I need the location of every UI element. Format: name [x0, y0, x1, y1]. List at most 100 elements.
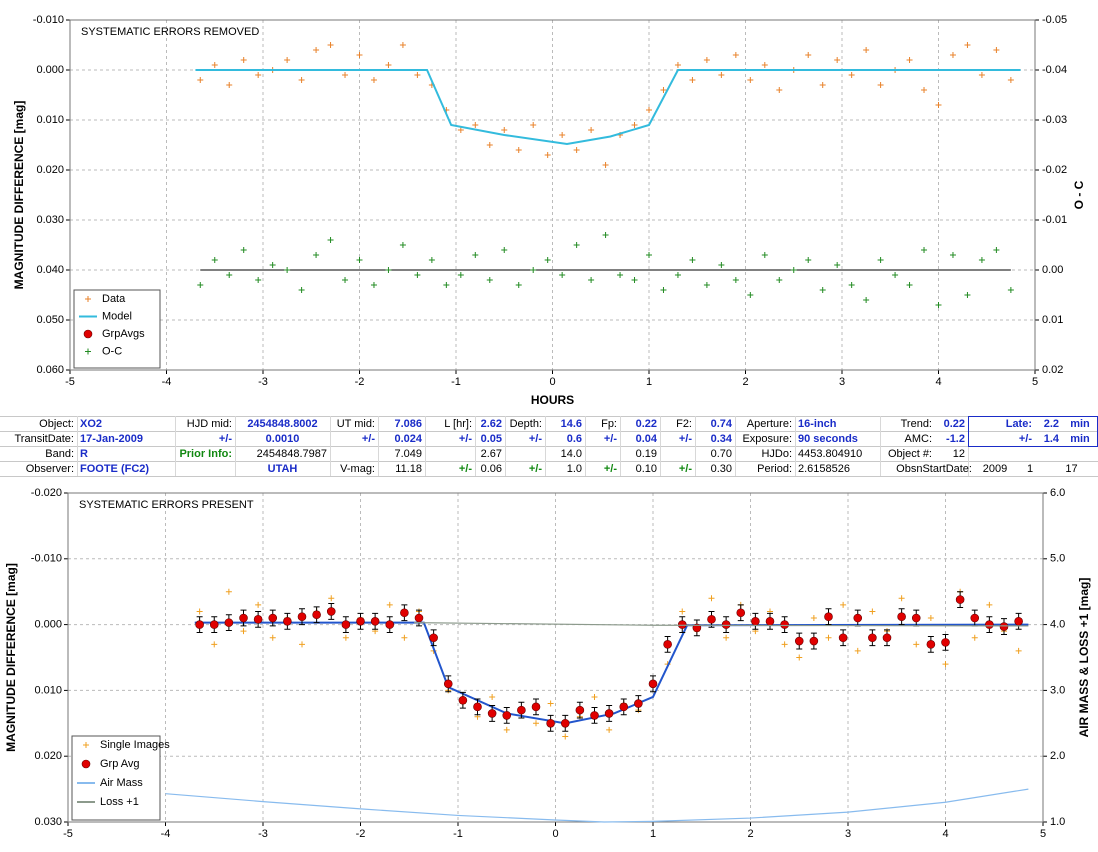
data-point: [269, 262, 276, 268]
y-tick-label: 0.020: [34, 750, 62, 762]
data-point: [834, 57, 841, 63]
x-tick-label: -4: [162, 376, 172, 388]
data-point: [776, 87, 783, 93]
data-point: [327, 237, 334, 243]
table-cell: 0.34: [710, 433, 732, 445]
data-point: [834, 262, 841, 268]
data-point: [211, 641, 218, 648]
table-cell: R: [80, 448, 88, 460]
table-cell: Late:: [1005, 418, 1032, 430]
x-tick-label: -2: [356, 828, 366, 840]
data-point: [674, 272, 681, 278]
x-tick-label: -1: [453, 828, 463, 840]
data-point: [949, 252, 956, 258]
data-point: [547, 700, 554, 707]
table-cell: 14.6: [560, 418, 582, 430]
data-point: [718, 72, 725, 78]
data-point: [255, 277, 262, 283]
table-cell: -1.2: [946, 433, 965, 445]
y2-axis-label: AIR MASS & LOSS +1 [mag]: [1077, 578, 1091, 738]
data-point: [723, 634, 730, 641]
table-column-line: [175, 416, 176, 476]
table-cell: 16-inch: [798, 418, 837, 430]
data-point: [298, 77, 305, 83]
data-point: [863, 297, 870, 303]
data-point: [949, 52, 956, 58]
group-average: [809, 636, 819, 646]
x-tick-label: 3: [839, 376, 845, 388]
table-cell: Period:: [757, 463, 792, 475]
table-cell: Object:: [39, 418, 74, 430]
table-cell: min: [1070, 433, 1090, 445]
x-tick-label: -1: [451, 376, 461, 388]
data-point: [978, 257, 985, 263]
data-point: [298, 287, 305, 293]
table-column-line: [330, 416, 331, 476]
data-point: [877, 257, 884, 263]
data-point: [660, 287, 667, 293]
x-axis-label: HOURS: [531, 393, 574, 407]
data-point: [906, 57, 913, 63]
legend-label: O-C: [102, 345, 122, 357]
table-cell: min: [1070, 418, 1090, 430]
y-tick-label: 0.060: [36, 364, 64, 376]
table-cell: 2.2: [1043, 418, 1059, 430]
data-point: [503, 726, 510, 733]
data-point: [530, 122, 537, 128]
table-cell: V-mag:: [340, 463, 375, 475]
group-average: [882, 633, 892, 643]
x-tick-label: 4: [935, 376, 941, 388]
group-average: [429, 633, 438, 643]
data-point: [986, 601, 993, 608]
table-column-line: [735, 416, 736, 476]
table-cell: 0.70: [710, 448, 732, 460]
data-point: [877, 82, 884, 88]
table-cell: ObsnStartDate:: [896, 463, 972, 475]
data-point: [971, 634, 978, 641]
group-average: [677, 620, 687, 629]
data-point: [472, 252, 479, 258]
data-point: [327, 42, 334, 48]
data-point: [530, 267, 537, 273]
group-average: [838, 633, 848, 643]
table-column-line: [77, 416, 78, 476]
table-cell: AMC:: [904, 433, 933, 445]
y2-tick-label: 0.02: [1042, 364, 1063, 376]
group-average: [297, 612, 307, 622]
data-point: [747, 77, 754, 83]
group-average: [721, 620, 731, 629]
data-point: [284, 267, 291, 273]
group-average: [634, 699, 643, 708]
data-point: [796, 654, 803, 661]
data-point: [978, 72, 985, 78]
table-cell: F2:: [676, 418, 692, 430]
data-point: [588, 127, 595, 133]
group-average: [590, 711, 599, 720]
y2-axis-label: O - C: [1072, 180, 1086, 209]
table-cell: L [hr]:: [444, 418, 472, 430]
data-point: [428, 257, 435, 263]
group-average: [765, 617, 775, 626]
table-cell: 0.05: [480, 433, 502, 445]
group-average: [458, 695, 468, 705]
table-cell: HJDo:: [761, 448, 792, 460]
data-point: [732, 52, 739, 58]
chart: -5 -4 -3 -2 -1 0 1 2 3 4 5 -0.010 0.000 0.010 0.020 0.0…: [12, 14, 1086, 407]
legend-label: Data: [102, 293, 126, 305]
table-cell: 12: [952, 448, 965, 460]
group-average: [736, 608, 746, 618]
table-column-line: [660, 416, 661, 476]
group-average: [239, 613, 248, 623]
data-point: [913, 641, 920, 648]
x-tick-label: 5: [1040, 828, 1046, 840]
data-point: [646, 107, 652, 113]
table-cell: 2.62: [480, 418, 502, 430]
data-point: [399, 242, 406, 248]
y-tick-label: 0.050: [36, 314, 64, 326]
data-point: [313, 47, 320, 53]
data-point: [708, 595, 715, 602]
data-point: [761, 62, 768, 68]
data-point: [602, 232, 609, 238]
legend-swatch: [85, 348, 91, 355]
y2-tick-label: 0.00: [1042, 264, 1063, 276]
